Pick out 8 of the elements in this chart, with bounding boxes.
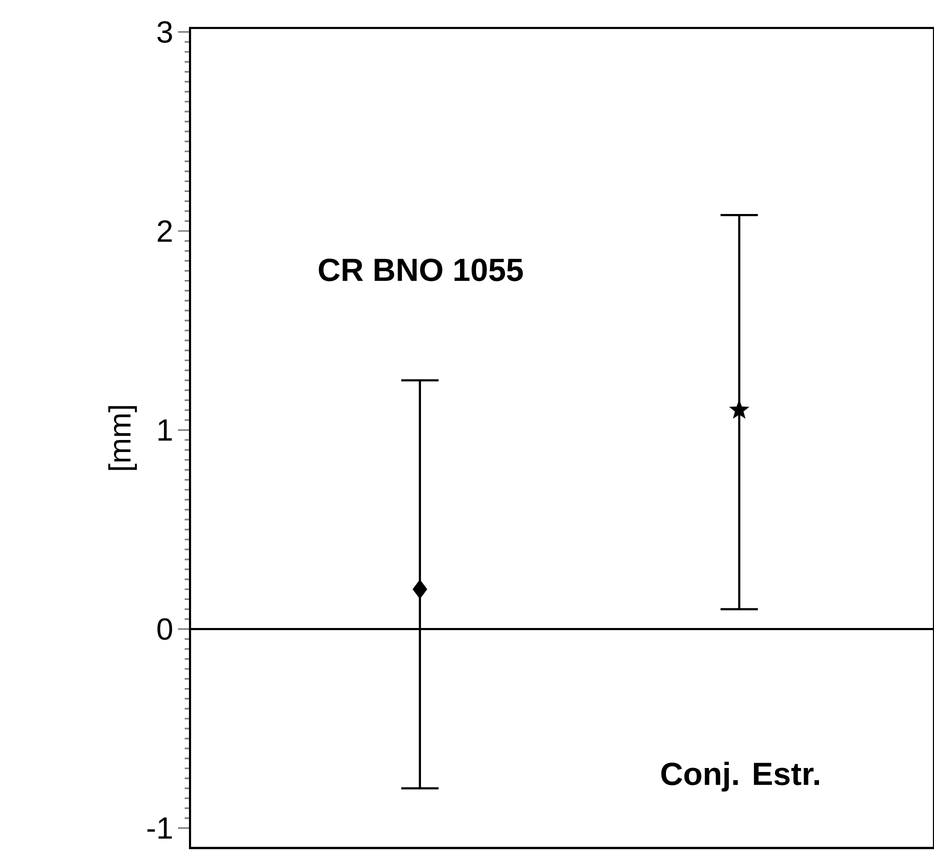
annotation: Conj. Estr. [661, 762, 820, 792]
y-tick-label: 1 [158, 419, 172, 441]
y-axis-title: [mm] [108, 406, 137, 470]
y-tick-label: 0 [157, 618, 172, 640]
y-tick-label: -1 [147, 818, 172, 839]
annotation: CR BNO 1055 [318, 258, 523, 282]
y-tick-label: 2 [158, 220, 172, 242]
y-tick-label: 3 [157, 21, 172, 43]
